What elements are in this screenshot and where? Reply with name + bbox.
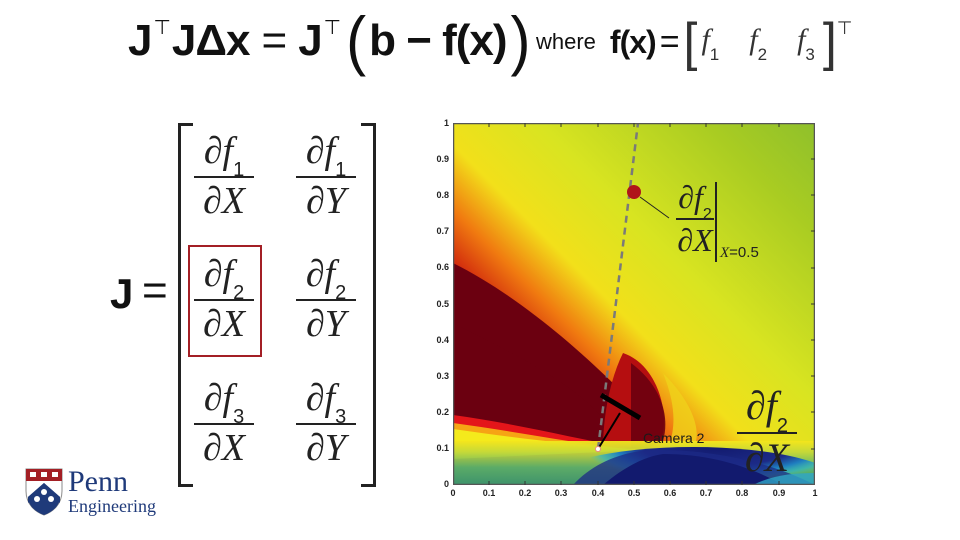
x-tick: 0.8 xyxy=(735,488,749,498)
x-tick: 1 xyxy=(812,488,818,498)
x-tick: 0.3 xyxy=(554,488,568,498)
evaluation-subscript: X=0.5 xyxy=(720,244,759,261)
y-tick: 0.7 xyxy=(436,226,449,236)
cell-df1-dX: ∂f1 ∂X xyxy=(194,131,254,223)
open-bracket: [ xyxy=(683,12,698,72)
eq-rhs-transpose: ⊤ xyxy=(323,16,341,39)
penn-engineering-logo: Penn Engineering xyxy=(24,465,164,521)
y-tick: 0.4 xyxy=(436,335,449,345)
logo-engineering-text: Engineering xyxy=(68,496,156,516)
x-tick: 0.4 xyxy=(591,488,605,498)
y-tick: 0.5 xyxy=(436,299,449,309)
matrix-left-bracket xyxy=(178,123,193,487)
y-tick: 0.3 xyxy=(436,371,449,381)
cell-df2-dX: ∂f2 ∂X xyxy=(194,254,254,346)
vector-item-f1: f1 xyxy=(701,23,720,64)
x-tick: 0.9 xyxy=(772,488,786,498)
eq-open-paren: ( xyxy=(346,3,366,78)
derivative-heatmap xyxy=(452,122,843,523)
y-tick: 0.8 xyxy=(436,190,449,200)
jacobian-matrix: ∂f1 ∂X ∂f1 ∂Y ∂f2 ∂X ∂f2 ∂Y ∂f3 ∂X ∂f3 ∂… xyxy=(178,123,376,487)
eq-equals: = xyxy=(261,16,287,65)
y-tick: 0 xyxy=(443,479,449,489)
y-tick: 0.9 xyxy=(436,154,449,164)
where-equals: = xyxy=(659,22,680,61)
x-tick: 0.1 xyxy=(482,488,496,498)
camera-image-plane xyxy=(599,392,642,421)
where-clause: where f(x) = [ f1 f2 f3 ] ⊤ xyxy=(536,12,853,72)
eq-lhs-rest: JΔx xyxy=(171,16,251,65)
logo-penn-text: Penn xyxy=(68,465,128,498)
fx-label: f(x) xyxy=(609,23,657,60)
y-tick: 0.1 xyxy=(436,443,449,453)
close-bracket: ] xyxy=(822,12,837,72)
jacobian-label: J xyxy=(110,270,134,317)
camera-label: Camera 2 xyxy=(643,430,705,446)
x-tick: 0.6 xyxy=(663,488,677,498)
eq-lhs-J: J xyxy=(128,16,153,65)
normal-equation: J ⊤ JΔx = J ⊤ ( b − f(x) ) xyxy=(128,6,534,76)
matrix-right-bracket xyxy=(361,123,376,487)
vector-item-f3: f3 xyxy=(797,23,815,64)
x-tick: 0.2 xyxy=(518,488,532,498)
cell-df3-dY: ∂f3 ∂Y xyxy=(296,378,356,470)
eq-transpose: ⊤ xyxy=(153,16,170,39)
cell-df3-dX: ∂f3 ∂X xyxy=(194,378,254,470)
vector-item-f2: f2 xyxy=(749,23,768,64)
where-word: where xyxy=(536,29,596,54)
penn-shield-icon xyxy=(25,468,63,516)
sample-point-marker xyxy=(627,185,641,199)
eq-rhs-J: J xyxy=(298,16,323,65)
eq-close-paren: ) xyxy=(510,3,531,78)
x-tick: 0.5 xyxy=(627,488,641,498)
y-tick: 0.6 xyxy=(436,262,449,272)
highlight-box xyxy=(188,245,262,357)
y-tick: 0.2 xyxy=(436,407,449,417)
x-tick: 0 xyxy=(450,488,456,498)
jacobian-equals: = xyxy=(142,266,168,315)
eq-rhs-inner: b − f(x) xyxy=(369,16,507,65)
x-tick: 0.7 xyxy=(699,488,713,498)
camera-stem xyxy=(597,412,621,450)
evaluation-bar xyxy=(715,182,717,262)
y-tick: 1 xyxy=(443,118,449,128)
cell-df2-dY: ∂f2 ∂Y xyxy=(296,254,356,346)
vector-transpose: ⊤ xyxy=(836,17,853,38)
cell-df1-dY: ∂f1 ∂Y xyxy=(296,131,356,223)
